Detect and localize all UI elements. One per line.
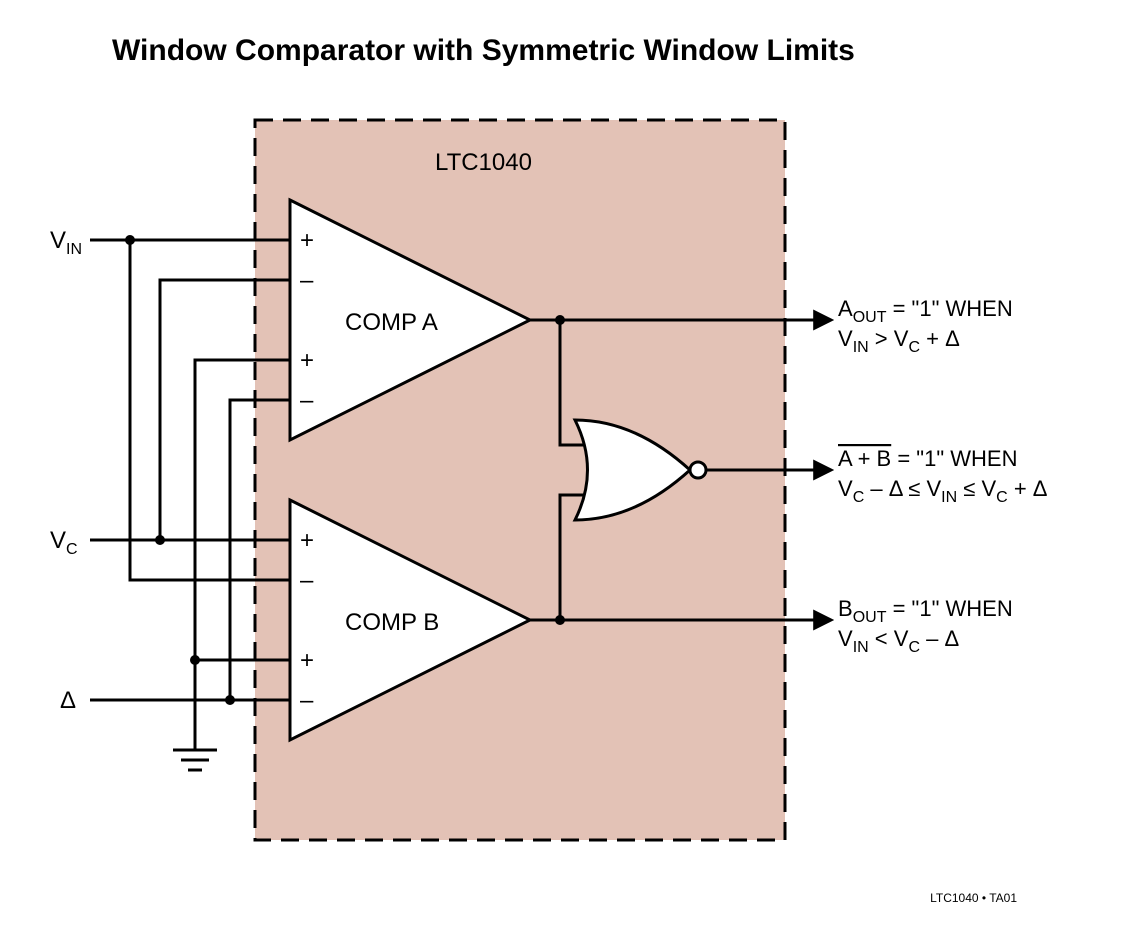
delta-label: Δ [60,687,76,714]
nor-label-line1: A + B = "1" WHEN [838,446,1017,471]
comparator-a-sign-0: + [300,227,314,254]
footer-id: LTC1040 • TA01 [930,891,1017,905]
dot-vc [155,535,165,545]
comparator-a-label: COMP A [345,309,438,336]
vc-label: VC [50,527,78,558]
bout-label-line2: VIN < VC – Δ [838,626,959,656]
diagram-title: Window Comparator with Symmetric Window … [112,34,855,67]
aout-label-line2: VIN > VC + Δ [838,326,960,356]
bout-label-line1: BOUT = "1" WHEN [838,596,1013,626]
nor-label-line2: VC – Δ ≤ VIN ≤ VC + Δ [838,476,1048,506]
chip-label: LTC1040 [435,149,532,176]
dot-delta [225,695,235,705]
dot-a-tap [555,315,565,325]
comparator-b-sign-3: – [300,687,314,714]
comparator-a-sign-1: – [300,267,314,294]
dot-vin [125,235,135,245]
comparator-b-label: COMP B [345,609,439,636]
nor-bubble [690,462,706,478]
comparator-a-sign-2: + [300,347,314,374]
comparator-b-sign-2: + [300,647,314,674]
vin-label: VIN [50,227,82,258]
ground-symbol [173,750,217,770]
comparator-a-sign-3: – [300,387,314,414]
aout-label-line1: AOUT = "1" WHEN [838,296,1013,326]
comparator-b-sign-0: + [300,527,314,554]
comparator-b-sign-1: – [300,567,314,594]
dot-b-tap [555,615,565,625]
